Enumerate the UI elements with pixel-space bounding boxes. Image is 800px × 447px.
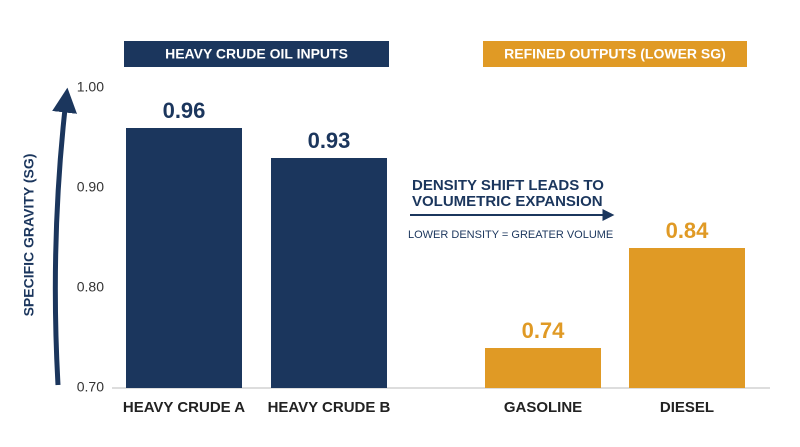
group-banner [124, 41, 389, 67]
group-banner [483, 41, 747, 67]
y-tick-label: 0.70 [77, 379, 104, 395]
y-tick-label: 1.00 [77, 79, 104, 95]
value-label: 0.74 [522, 318, 566, 343]
annotation: VOLUMETRIC EXPANSION [412, 193, 603, 210]
bar [629, 248, 745, 388]
y-axis-label: SPECIFIC GRAVITY (SG) [21, 154, 37, 317]
bar [271, 158, 387, 388]
x-tick-label: DIESEL [660, 399, 714, 416]
y-tick-label: 0.90 [77, 179, 104, 195]
value-label: 0.96 [163, 98, 206, 123]
bar [485, 348, 601, 388]
y-tick-label: 0.80 [77, 279, 104, 295]
x-tick-label: HEAVY CRUDE B [268, 399, 391, 416]
value-label: 0.93 [308, 128, 351, 153]
x-tick-label: HEAVY CRUDE A [123, 399, 245, 416]
axis-arrow [52, 87, 78, 386]
group-label: HEAVY CRUDE OIL INPUTS [165, 46, 348, 62]
bar [126, 128, 242, 388]
x-tick-label: GASOLINE [504, 399, 582, 416]
value-label: 0.84 [666, 218, 710, 243]
annotation-note: LOWER DENSITY = GREATER VOLUME [408, 229, 613, 241]
group-label: REFINED OUTPUTS (LOWER SG) [504, 46, 726, 62]
annotation: DENSITY SHIFT LEADS TO [412, 177, 604, 194]
